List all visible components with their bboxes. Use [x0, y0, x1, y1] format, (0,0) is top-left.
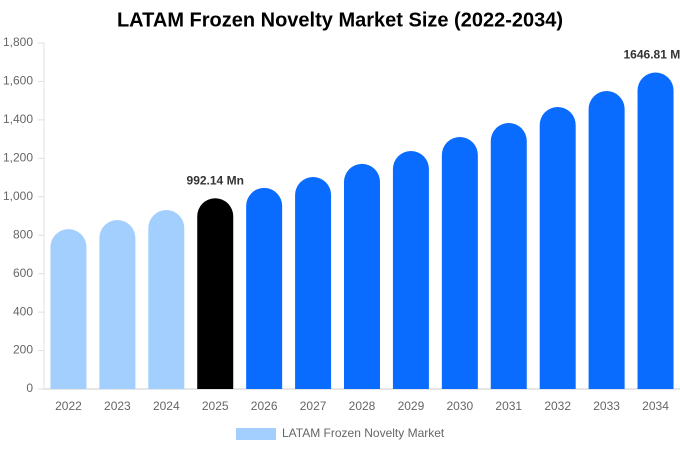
x-tick-label: 2023	[104, 399, 131, 413]
x-tick-label: 2022	[55, 399, 82, 413]
data-label: 1646.81 Mn	[624, 48, 680, 62]
y-tick-label: 0	[26, 381, 33, 395]
bar	[490, 122, 527, 390]
bar	[441, 136, 478, 389]
y-tick-label: 1,000	[3, 189, 33, 203]
y-tick-label: 1,600	[3, 74, 33, 88]
x-tick-label: 2026	[251, 399, 278, 413]
chart-title: LATAM Frozen Novelty Market Size (2022-2…	[117, 9, 563, 31]
bar	[637, 72, 674, 389]
y-tick-label: 1,200	[3, 151, 33, 165]
x-tick-label: 2027	[300, 399, 327, 413]
data-label: 992.14 Mn	[187, 173, 244, 187]
y-tick-label: 400	[13, 304, 33, 318]
bar	[392, 151, 429, 389]
x-tick-label: 2032	[544, 399, 571, 413]
legend-label: LATAM Frozen Novelty Market	[282, 426, 445, 440]
y-tick-label: 1,400	[3, 112, 33, 126]
x-tick-label: 2028	[349, 399, 376, 413]
bar	[99, 220, 136, 389]
y-tick-label: 1,800	[3, 35, 33, 49]
x-tick-label: 2031	[495, 399, 522, 413]
bar	[197, 198, 234, 389]
y-tick-label: 800	[13, 227, 33, 241]
bar	[246, 187, 283, 389]
bar	[588, 91, 625, 390]
bar	[148, 210, 185, 389]
bar	[295, 176, 332, 389]
y-tick-label: 200	[13, 343, 33, 357]
x-tick-label: 2024	[153, 399, 180, 413]
x-tick-label: 2034	[642, 399, 669, 413]
bar	[344, 163, 380, 389]
x-tick-label: 2029	[398, 399, 425, 413]
y-tick-label: 600	[13, 266, 33, 280]
x-tick-label: 2025	[202, 399, 229, 413]
x-tick-label: 2030	[446, 399, 473, 413]
x-tick-label: 2033	[593, 399, 620, 413]
bar	[50, 229, 87, 389]
bar	[539, 107, 576, 389]
legend-swatch	[236, 428, 276, 440]
